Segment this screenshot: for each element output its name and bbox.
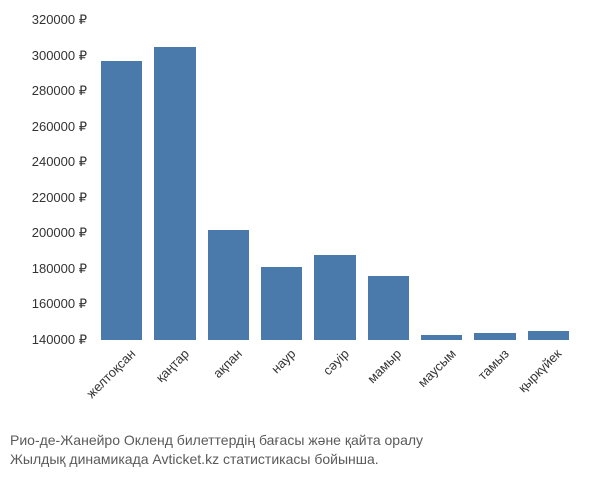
x-tick-label: желтоқсан bbox=[83, 346, 138, 401]
x-axis-labels: желтоқсанқаңтарақпаннаурсәуірмамырмаусым… bbox=[95, 342, 575, 402]
bar bbox=[101, 61, 143, 340]
y-tick-label: 220000 ₽ bbox=[32, 190, 87, 206]
y-tick-label: 320000 ₽ bbox=[32, 12, 87, 28]
chart-caption: Рио-де-Жанейро Окленд билеттердің бағасы… bbox=[10, 431, 590, 470]
x-tick-label: тамыз bbox=[475, 346, 512, 383]
caption-line-2: Жылдық динамикада Avticket.kz статистика… bbox=[10, 450, 590, 470]
x-tick-label: қаңтар bbox=[153, 346, 192, 385]
y-tick-label: 200000 ₽ bbox=[32, 225, 87, 241]
x-tick-label: маусым bbox=[414, 346, 458, 390]
bar bbox=[261, 267, 303, 340]
y-tick-label: 140000 ₽ bbox=[32, 332, 87, 348]
y-tick-label: 280000 ₽ bbox=[32, 83, 87, 99]
bar bbox=[154, 47, 196, 340]
bar bbox=[208, 230, 250, 340]
chart-container: 140000 ₽ 160000 ₽ 180000 ₽ 200000 ₽ 220000 ₽… bbox=[10, 20, 590, 390]
y-tick-label: 160000 ₽ bbox=[32, 296, 87, 312]
y-axis: 140000 ₽160000 ₽180000 ₽200000 ₽220000 ₽… bbox=[10, 20, 95, 340]
caption-line-1: Рио-де-Жанейро Окленд билеттердің бағасы… bbox=[10, 431, 590, 451]
x-tick-label: мамыр bbox=[365, 346, 405, 386]
y-tick-label: 300000 ₽ bbox=[32, 48, 87, 64]
bar bbox=[528, 331, 570, 340]
bar bbox=[314, 255, 356, 340]
y-tick-label: 240000 ₽ bbox=[32, 154, 87, 170]
bar bbox=[368, 276, 410, 340]
y-tick-label: 260000 ₽ bbox=[32, 119, 87, 135]
x-tick-label: наур bbox=[268, 346, 298, 376]
bar bbox=[421, 335, 463, 340]
plot-area bbox=[95, 20, 575, 340]
x-tick-label: сәуір bbox=[320, 346, 352, 378]
x-tick-label: ақпан bbox=[210, 346, 245, 381]
x-tick-label: қыркүйек bbox=[515, 346, 564, 395]
y-tick-label: 180000 ₽ bbox=[32, 261, 87, 277]
bar bbox=[474, 333, 516, 340]
